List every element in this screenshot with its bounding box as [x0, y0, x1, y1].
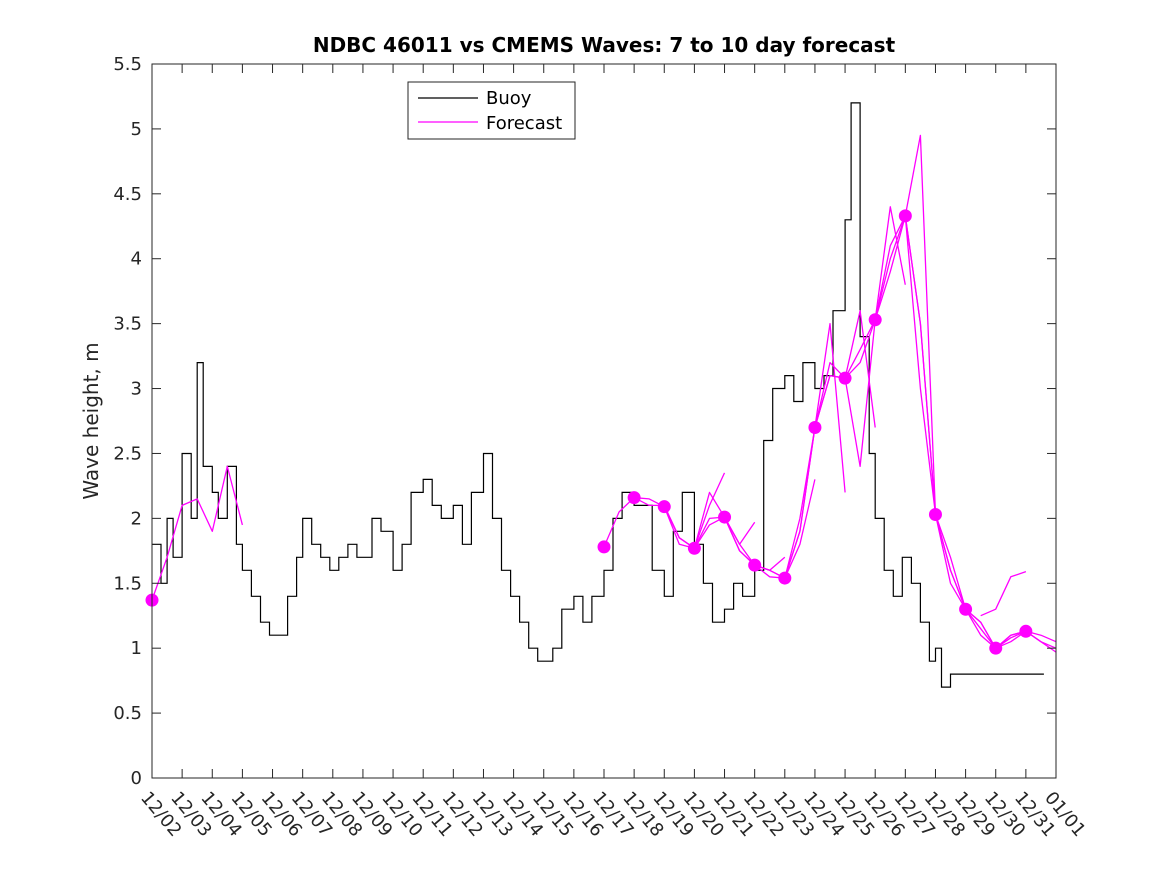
forecast-line	[980, 570, 1027, 617]
forecast-marker	[989, 641, 1003, 655]
y-tick-label: 0.5	[113, 703, 142, 724]
forecast-line	[965, 608, 1057, 649]
forecast-line	[151, 465, 244, 601]
y-tick-label: 3	[131, 379, 142, 400]
y-tick-label: 5.5	[113, 54, 142, 75]
legend-box	[407, 81, 576, 140]
forecast-marker	[838, 371, 852, 385]
forecast-marker	[748, 558, 762, 572]
legend-buoy-label: Buoy	[486, 88, 532, 109]
forecast-marker	[898, 209, 912, 223]
forecast-marker	[778, 571, 792, 585]
forecast-marker	[687, 541, 701, 555]
y-tick-label: 2.5	[113, 443, 142, 464]
chart-title: NDBC 46011 vs CMEMS Waves: 7 to 10 day f…	[313, 33, 896, 57]
buoy-line	[152, 102, 1044, 688]
forecast-marker	[928, 507, 942, 521]
forecast-marker	[718, 510, 732, 524]
forecast-marker	[657, 500, 671, 514]
legend: Buoy Forecast	[407, 81, 576, 140]
legend-forecast-label: Forecast	[486, 113, 562, 134]
y-tick-label: 4	[131, 249, 142, 270]
y-tick-label: 4.5	[113, 184, 142, 205]
forecast-marker	[868, 313, 882, 327]
forecast-marker	[1019, 624, 1033, 638]
y-tick-label: 1.5	[113, 573, 142, 594]
y-tick-label: 2	[131, 508, 142, 529]
y-tick-label: 1	[131, 638, 142, 659]
y-tick-label: 5	[131, 119, 142, 140]
forecast-marker	[959, 602, 973, 616]
forecast-marker	[627, 491, 641, 505]
forecast-markers	[145, 209, 1033, 655]
y-axis-label: Wave height, m	[79, 342, 103, 499]
buoy-series	[152, 102, 1044, 688]
y-axis-ticks: 0 0.5 1 1.5 2 2.5 3 3.5 4 4.5 5 5.5	[113, 54, 1056, 789]
forecast-marker	[597, 540, 611, 554]
forecast-marker	[808, 420, 822, 434]
plot-area	[152, 64, 1056, 778]
y-tick-label: 3.5	[113, 314, 142, 335]
y-tick-label: 0	[131, 768, 142, 789]
